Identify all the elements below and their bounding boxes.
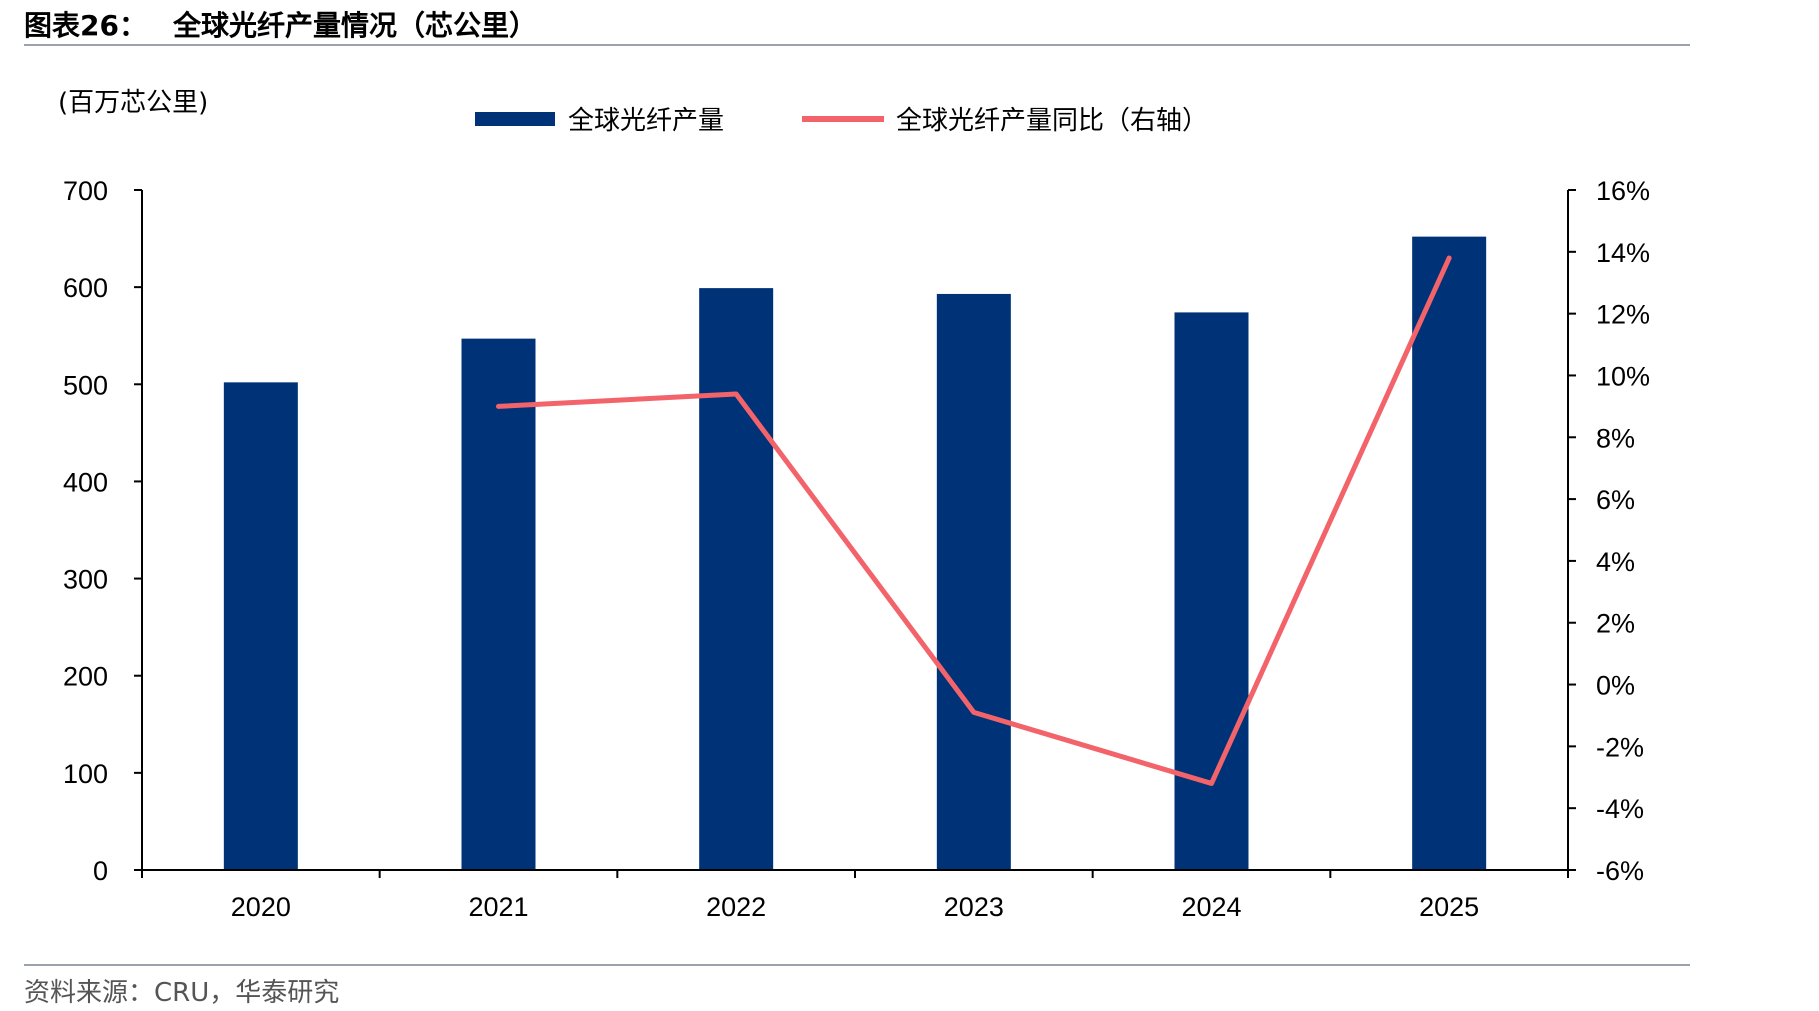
left-tick-label-600: 600	[63, 273, 108, 303]
legend-bar-label: 全球光纤产量	[568, 106, 724, 136]
x-tick-label-2020: 2020	[231, 892, 291, 922]
right-tick-label-12%: 12%	[1596, 300, 1650, 330]
right-tick-label-8%: 8%	[1596, 423, 1635, 453]
bar-2023	[936, 293, 1011, 870]
figure-number: 图表26：	[24, 9, 147, 42]
source-note: 资料来源：CRU，华泰研究	[24, 978, 340, 1008]
x-tick-label-2022: 2022	[706, 892, 766, 922]
bar-2022	[699, 288, 774, 871]
left-tick-label-100: 100	[63, 759, 108, 789]
right-tick-label-0%: 0%	[1596, 671, 1635, 701]
left-tick-label-300: 300	[63, 565, 108, 595]
right-tick-label-2%: 2%	[1596, 609, 1635, 639]
right-tick-label-16%: 16%	[1596, 176, 1650, 206]
top-divider	[24, 44, 1690, 46]
x-tick-label-2023: 2023	[944, 892, 1004, 922]
line-group	[496, 255, 1452, 786]
right-tick-label-14%: 14%	[1596, 238, 1650, 268]
bottom-divider	[24, 964, 1690, 966]
bar-2020	[223, 382, 298, 870]
left-tick-label-500: 500	[63, 370, 108, 400]
figure-title: 全球光纤产量情况（芯公里）	[172, 9, 537, 42]
right-tick-label-10%: 10%	[1596, 361, 1650, 391]
bar-2021	[461, 338, 536, 871]
x-tick-label-2025: 2025	[1419, 892, 1479, 922]
bars-group	[223, 236, 1487, 871]
figure-title-row: 图表26： 全球光纤产量情况（芯公里）	[24, 6, 537, 42]
y-axis-unit-label: (百万芯公里)	[58, 88, 208, 118]
right-tick-label--2%: -2%	[1596, 732, 1644, 762]
right-tick-label--6%: -6%	[1596, 856, 1644, 886]
right-tick-label--4%: -4%	[1596, 794, 1644, 824]
left-tick-label-0: 0	[93, 856, 108, 886]
right-tick-label-6%: 6%	[1596, 485, 1635, 515]
x-tick-label-2021: 2021	[468, 892, 528, 922]
right-tick-label-4%: 4%	[1596, 547, 1635, 577]
x-tick-label-2024: 2024	[1181, 892, 1241, 922]
legend-bar-swatch	[475, 112, 555, 126]
legend-line-label: 全球光纤产量同比（右轴）	[896, 106, 1208, 136]
left-tick-label-700: 700	[63, 176, 108, 206]
bar-2024	[1174, 312, 1249, 870]
legend-group: 全球光纤产量 全球光纤产量同比（右轴）	[475, 106, 1208, 136]
axes-group: 0 100 200 300 400 500 600 700 -6% -4% -2% 0% 2% 4% 6% 8…	[63, 176, 1650, 922]
left-tick-label-200: 200	[63, 662, 108, 692]
bar-2025	[1412, 236, 1487, 871]
left-tick-label-400: 400	[63, 467, 108, 497]
